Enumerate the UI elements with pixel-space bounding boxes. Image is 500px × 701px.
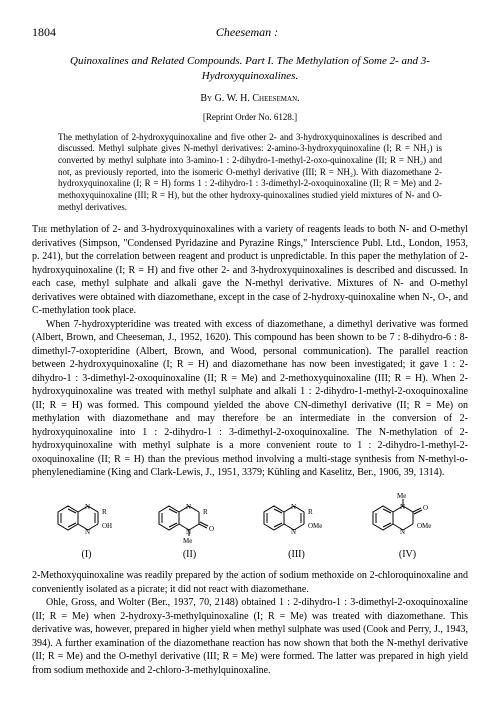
paragraph-4: Ohle, Gross, and Wolter (Ber., 1937, 70,…	[32, 596, 468, 677]
body-text-2: 2-Methoxyquinoxaline was readily prepare…	[32, 569, 468, 677]
lead-word: The	[32, 224, 47, 235]
ome-label: OMe	[308, 522, 322, 530]
r-label: R	[308, 508, 313, 516]
me-label: Me	[397, 492, 406, 500]
page-header: 1804 Cheeseman :	[32, 24, 468, 40]
paragraph-2: When 7-hydroxypteridine was treated with…	[32, 318, 468, 480]
structure-label-3: (III)	[258, 548, 336, 562]
running-head: Cheeseman :	[56, 24, 438, 40]
structure-label-2: (II)	[153, 548, 227, 562]
paragraph-3: 2-Methoxyquinoxaline was readily prepare…	[32, 569, 468, 596]
structure-label-1: (I)	[52, 548, 122, 562]
n-label: N	[85, 503, 90, 511]
o-label: O	[209, 525, 214, 533]
abstract: The methylation of 2-hydroxyquinoxaline …	[58, 132, 442, 214]
n-label: N	[85, 528, 90, 536]
chemical-structures: N N R OH (I) N N R O	[32, 490, 468, 562]
n-label: N	[400, 503, 405, 511]
n-label: N	[291, 503, 296, 511]
structure-3: N N R OMe (III)	[258, 498, 336, 562]
reprint-order: [Reprint Order No. 6128.]	[32, 111, 468, 123]
para1-text: methylation of 2- and 3-hydroxyquinoxali…	[32, 224, 468, 316]
o-label: O	[423, 504, 428, 512]
page-number: 1804	[32, 24, 56, 40]
n-label: N	[186, 503, 191, 511]
author-line: By G. W. H. Cheeseman.	[32, 92, 468, 106]
structure-2: N N R O Me (II)	[153, 494, 227, 562]
structure-4: N N Me O OMe (IV)	[367, 490, 449, 562]
article-title: Quinoxalines and Related Compounds. Part…	[32, 54, 468, 84]
me-label: Me	[183, 537, 192, 545]
r-label: R	[102, 508, 107, 516]
structure-1: N N R OH (I)	[52, 498, 122, 562]
structure-label-4: (IV)	[367, 548, 449, 562]
oh-label: OH	[102, 522, 112, 530]
n-label: N	[291, 528, 296, 536]
ome-label: OMe	[417, 522, 431, 530]
paragraph-1: The methylation of 2- and 3-hydroxyquino…	[32, 223, 468, 318]
r-label: R	[203, 508, 208, 516]
n-label: N	[400, 528, 405, 536]
body-text: The methylation of 2- and 3-hydroxyquino…	[32, 223, 468, 480]
